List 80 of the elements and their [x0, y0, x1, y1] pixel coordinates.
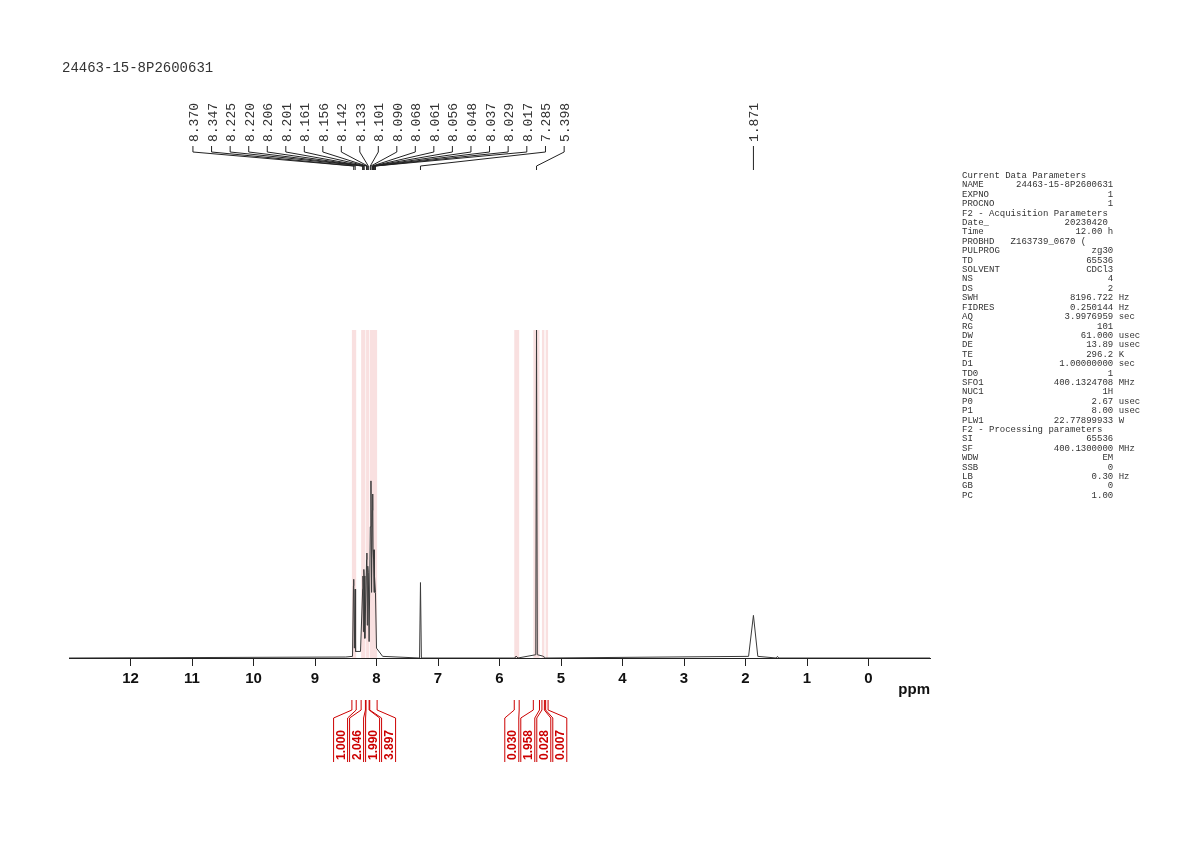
text: TD0 1 [962, 368, 1115, 379]
x-tick-label: 4 [618, 669, 628, 687]
x-tick-label: 3 [679, 669, 689, 687]
annotation: 8.048 [464, 102, 480, 142]
x-tick-label: 0 [864, 669, 873, 687]
text: SSB 0 [962, 462, 1115, 473]
text: Current Data Parameters [962, 171, 1088, 181]
text: NAME 24463-15-8P2600631 [962, 180, 1115, 191]
x-tick-label: 1 [802, 669, 812, 687]
annotation: 8.347 [205, 102, 221, 142]
band-label: 2.046 [349, 729, 364, 760]
text: AQ 3.9976959 sec [962, 312, 1136, 323]
band-label: 1.990 [365, 729, 380, 760]
text: TE 296.2 K [962, 349, 1126, 360]
text: LB 0.30 Hz [962, 472, 1131, 482]
annotation: 8.220 [242, 102, 258, 142]
text: GB 0 [962, 481, 1115, 492]
annotation: 8.206 [261, 102, 277, 142]
annotation: 8.133 [353, 102, 369, 142]
text: SOLVENT CDCl3 [962, 265, 1115, 276]
annotation: 8.370 [186, 102, 202, 142]
x-tick-label: 12 [122, 669, 139, 687]
x-tick-label: 2 [741, 669, 750, 687]
annotation: 8.017 [520, 102, 536, 142]
text: FIDRES 0.250144 Hz [962, 302, 1131, 313]
annotation: 8.090 [390, 102, 406, 142]
text: SWH 8196.722 Hz [962, 293, 1131, 304]
x-tick-label: 9 [310, 669, 320, 687]
annotation: 8.201 [279, 102, 295, 142]
text: Time 12.00 h [962, 227, 1115, 238]
band-label: 1.000 [333, 729, 348, 760]
text: PROCNO 1 [962, 199, 1115, 210]
annotation: 8.061 [427, 102, 443, 142]
annotation: 8.142 [335, 102, 351, 142]
text: SI 65536 [962, 434, 1115, 445]
annotation: 8.068 [409, 102, 425, 142]
text: P1 8.00 usec [962, 406, 1141, 417]
text: TD 65536 [962, 255, 1115, 266]
chart-title: 24463-15-8P2600631 [62, 60, 214, 76]
band-label: 0.028 [536, 729, 551, 760]
annotation: 8.037 [483, 102, 499, 142]
text: NUC1 1H [962, 387, 1115, 398]
x-tick-label: 6 [495, 669, 504, 687]
text: P0 2.67 usec [962, 396, 1141, 407]
text: SF 400.1300000 MHz [962, 443, 1136, 454]
text: PROBHD Z163739_0670 ( [962, 236, 1088, 247]
text: PULPROG zg30 [962, 246, 1115, 257]
text: WDW EM [962, 453, 1115, 464]
annotation: 7.285 [539, 102, 555, 142]
x-tick-label: 11 [184, 669, 200, 687]
text: Date_ 20230420 [962, 218, 1108, 229]
band-label: 3.897 [381, 729, 396, 760]
text: DW 61.000 usec [962, 330, 1141, 341]
text: D1 1.00000000 sec [962, 359, 1136, 370]
text: PLW1 22.77899933 W [962, 415, 1126, 426]
x-tick-label: 5 [556, 669, 566, 687]
x-axis-title: ppm [898, 679, 930, 697]
text: NS 4 [962, 274, 1115, 285]
text: DE 13.89 usec [962, 340, 1141, 351]
text: DS 2 [962, 283, 1115, 294]
text: F2 - Acquisition Parameters [962, 208, 1109, 219]
text: PC 1.00 [962, 490, 1115, 502]
text: F2 - Processing parameters [962, 424, 1104, 435]
annotation: 8.161 [298, 102, 314, 142]
annotation: 8.156 [316, 102, 332, 142]
x-tick-label: 7 [433, 669, 443, 687]
annotation: 8.225 [224, 102, 240, 142]
annotation: 5.398 [558, 102, 574, 142]
x-tick-label: 10 [245, 669, 262, 687]
annotation: 8.029 [502, 102, 518, 142]
band-label: 0.007 [552, 729, 567, 760]
annotation: 1.871 [747, 102, 763, 142]
text: RG 101 [962, 321, 1115, 332]
band-label: 0.030 [504, 729, 519, 760]
annotation: 8.056 [446, 102, 462, 142]
band-label: 1.958 [520, 729, 535, 760]
annotation: 8.101 [372, 102, 388, 142]
text: SFO1 400.1324708 MHz [962, 377, 1136, 388]
text: EXPNO 1 [962, 189, 1115, 200]
x-tick-label: 8 [372, 669, 381, 687]
